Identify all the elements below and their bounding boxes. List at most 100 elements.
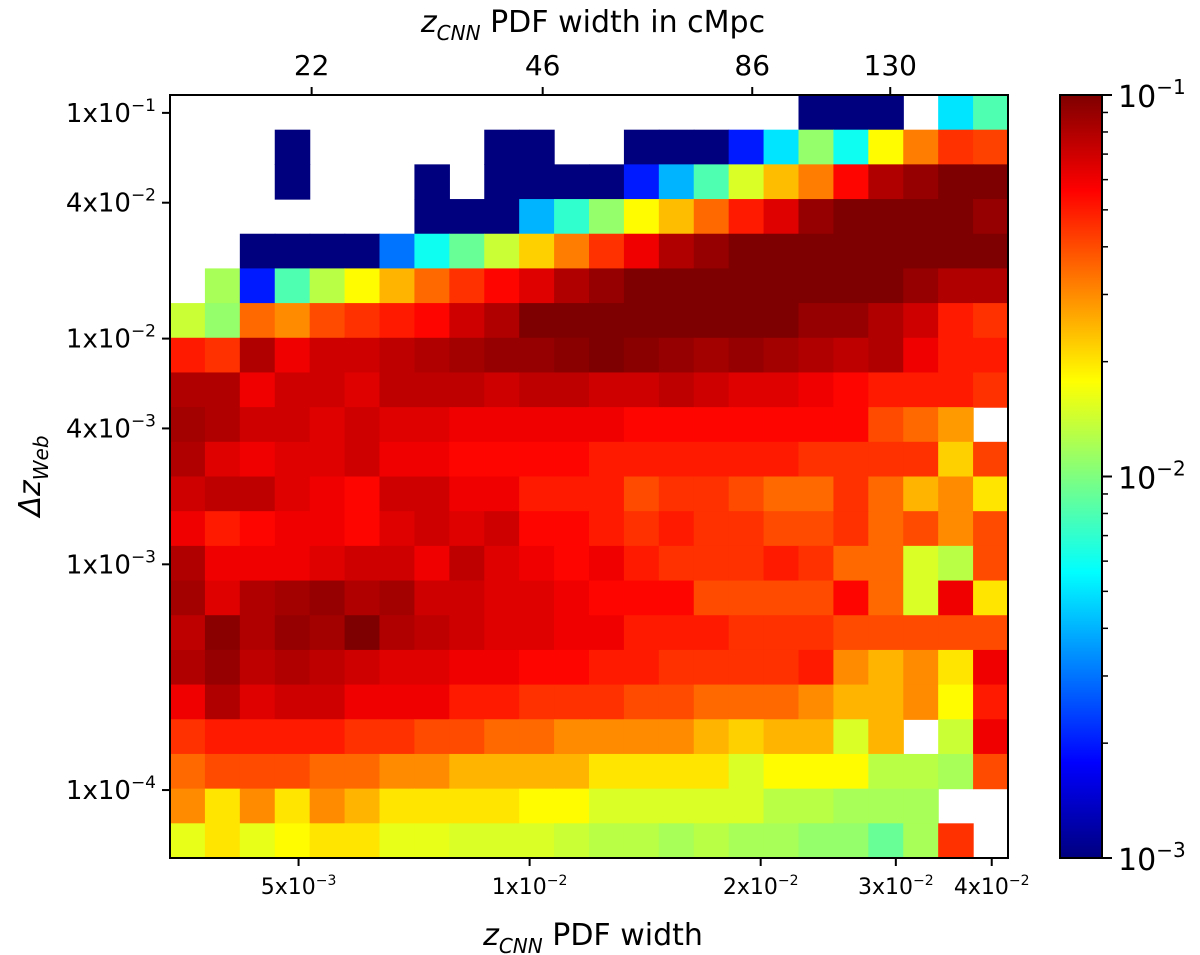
heatmap-cell — [589, 199, 625, 235]
heatmap-cell — [379, 649, 416, 686]
heatmap-cell — [903, 684, 939, 720]
heatmap-cell — [589, 372, 625, 408]
heatmap-cell — [519, 441, 555, 478]
heatmap-cell — [379, 580, 416, 616]
heatmap-cell — [379, 788, 416, 824]
heatmap-cell — [309, 511, 346, 547]
heatmap-cell — [344, 476, 381, 512]
heatmap-cell — [658, 649, 695, 686]
heatmap-cell — [728, 823, 765, 859]
heatmap-cell — [484, 337, 520, 374]
heatmap-cell — [798, 129, 835, 165]
heatmap-cell — [554, 199, 590, 235]
heatmap-cell — [309, 407, 346, 443]
heatmap-cell — [170, 615, 206, 651]
heatmap-cell — [309, 719, 346, 755]
heatmap-cell — [449, 684, 485, 720]
heatmap-cell — [728, 164, 765, 200]
heatmap-cell — [938, 615, 974, 651]
heatmap-cell — [833, 615, 869, 651]
heatmap-cell — [728, 407, 765, 443]
heatmap-cell — [589, 337, 625, 374]
heatmap-cell — [728, 303, 765, 339]
heatmap-cell — [623, 233, 660, 270]
heatmap-cell — [798, 580, 835, 616]
heatmap-cell — [589, 719, 625, 755]
heatmap-cells — [170, 95, 1009, 859]
heatmap-cell — [519, 788, 555, 824]
heatmap-cell — [309, 615, 346, 651]
heatmap-cell — [693, 303, 730, 339]
heatmap-cell — [449, 649, 485, 686]
heatmap-cell — [938, 164, 974, 200]
heatmap-cell — [274, 753, 311, 790]
heatmap-cell — [519, 545, 555, 582]
heatmap-cell — [623, 129, 660, 165]
heatmap-cell — [519, 615, 555, 651]
heatmap-cell — [798, 268, 835, 304]
heatmap-cell — [868, 788, 904, 824]
heatmap-cell — [379, 753, 416, 790]
heatmap-cell — [658, 372, 695, 408]
heatmap-cell — [798, 753, 835, 790]
heatmap-cell — [519, 164, 555, 200]
heatmap-cell — [868, 545, 904, 582]
heatmap-cell — [239, 337, 276, 374]
heatmap-cell — [693, 164, 730, 200]
heatmap-cell — [658, 337, 695, 374]
heatmap-cell — [344, 337, 381, 374]
heatmap-cell — [589, 441, 625, 478]
heatmap-cell — [239, 719, 276, 755]
heatmap-cell — [763, 580, 800, 616]
heatmap-cell — [938, 372, 974, 408]
heatmap-cell — [763, 164, 800, 200]
heatmap-cell — [973, 337, 1009, 374]
heatmap-cell — [623, 684, 660, 720]
heatmap-cell — [693, 719, 730, 755]
heatmap-cell — [414, 580, 450, 616]
heatmap-cell — [868, 129, 904, 165]
heatmap-cell — [833, 580, 869, 616]
heatmap-cell — [239, 407, 276, 443]
heatmap-cell — [589, 545, 625, 582]
heatmap-cell — [973, 129, 1009, 165]
heatmap-cell — [973, 164, 1009, 200]
heatmap-cell — [170, 719, 206, 755]
heatmap-cell — [658, 615, 695, 651]
heatmap-cell — [589, 407, 625, 443]
heatmap-cell — [693, 788, 730, 824]
heatmap-cell — [204, 441, 241, 478]
heatmap-cell — [239, 649, 276, 686]
heatmap-cell — [973, 615, 1009, 651]
heatmap-cell — [484, 372, 520, 408]
heatmap-cell — [274, 441, 311, 478]
heatmap-cell — [519, 823, 555, 859]
heatmap-cell — [554, 788, 590, 824]
heatmap-cell — [763, 337, 800, 374]
heatmap-cell — [903, 199, 939, 235]
heatmap-cell — [414, 719, 450, 755]
heatmap-cell — [693, 684, 730, 720]
heatmap-cell — [903, 580, 939, 616]
heatmap-cell — [309, 823, 346, 859]
heatmap-cell — [309, 788, 346, 824]
heatmap-cell — [623, 268, 660, 304]
heatmap-cell — [693, 268, 730, 304]
heatmap-cell — [484, 199, 520, 235]
heatmap-cell — [239, 233, 276, 270]
heatmap-cell — [693, 372, 730, 408]
heatmap-cell — [414, 615, 450, 651]
heatmap-cell — [414, 164, 450, 200]
heatmap-cell — [519, 129, 555, 165]
heatmap-cell — [484, 615, 520, 651]
heatmap-cell — [274, 337, 311, 374]
heatmap-cell — [623, 441, 660, 478]
heatmap-cell — [414, 511, 450, 547]
heatmap-cell — [519, 476, 555, 512]
heatmap-cell — [484, 719, 520, 755]
heatmap-cell — [344, 719, 381, 755]
heatmap-cell — [763, 649, 800, 686]
heatmap-cell — [484, 164, 520, 200]
heatmap-cell — [658, 684, 695, 720]
heatmap-cell — [833, 511, 869, 547]
